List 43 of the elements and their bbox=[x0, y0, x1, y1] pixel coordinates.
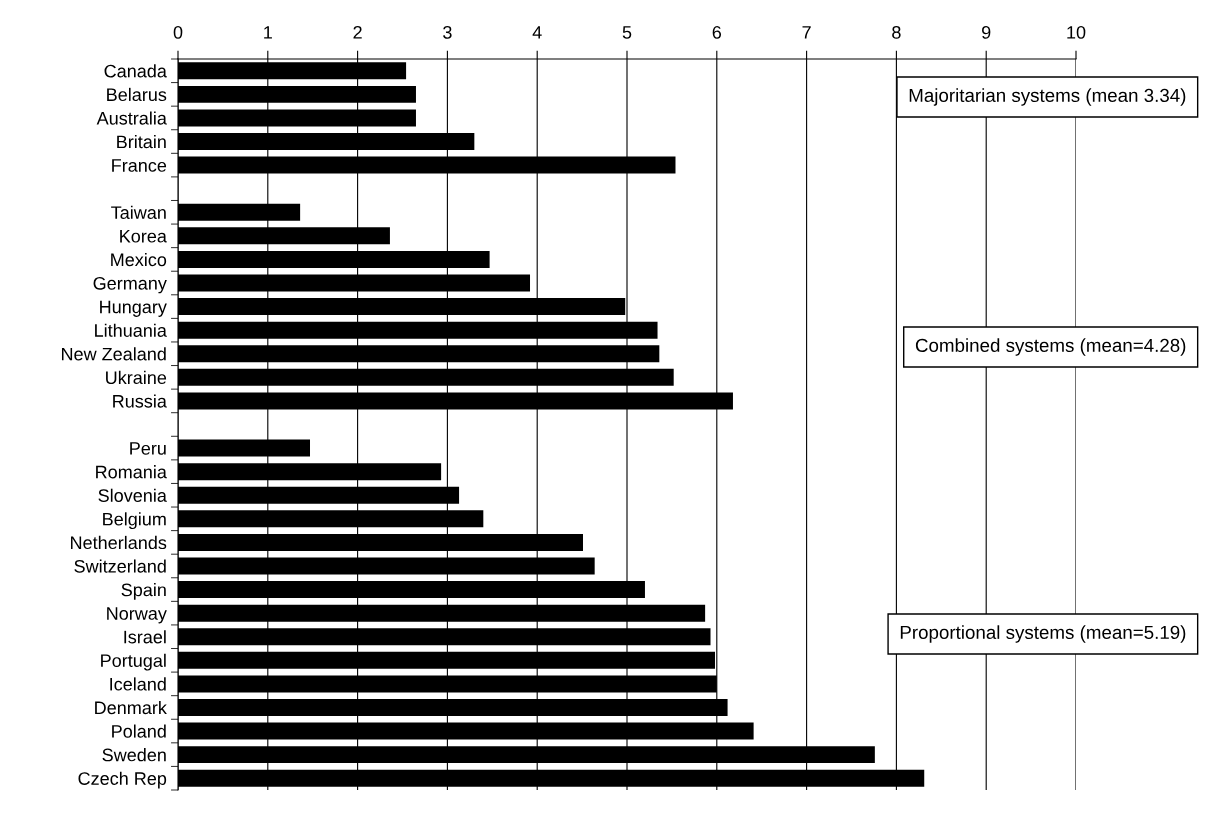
y-tick-label: Portugal bbox=[101, 653, 166, 671]
y-tick-label: Germany bbox=[93, 276, 167, 294]
x-tick-label: 0 bbox=[173, 25, 183, 39]
x-tick-label: 9 bbox=[982, 25, 991, 39]
annotation: Majoritarian systems (mean 3.34) bbox=[909, 88, 1186, 106]
y-tick-label: France bbox=[112, 159, 167, 172]
annotation: Proportional systems (mean=5.19) bbox=[900, 625, 1186, 643]
y-tick-label: Sweden bbox=[102, 748, 166, 762]
y-tick-label: Romania bbox=[96, 465, 167, 479]
y-tick-label: Iceland bbox=[110, 677, 166, 691]
annotation: Combined systems (mean=4.28) bbox=[915, 338, 1186, 356]
x-tick-label: 10 bbox=[1067, 25, 1086, 39]
x-tick-label: 8 bbox=[892, 25, 901, 39]
y-tick-label: Canada bbox=[104, 64, 167, 78]
y-tick-label: Denmark bbox=[95, 700, 167, 715]
y-tick-label: Slovenia bbox=[98, 488, 167, 502]
y-tick-label: Taiwan bbox=[111, 205, 166, 219]
y-tick-label: Ukraine bbox=[106, 370, 167, 385]
x-tick-label: 6 bbox=[712, 25, 722, 39]
x-tick-label: 7 bbox=[802, 26, 811, 39]
y-tick-label: Switzerland bbox=[74, 559, 166, 573]
x-tick-label: 5 bbox=[622, 26, 632, 39]
y-tick-label: Israel bbox=[124, 630, 166, 644]
y-tick-label: Belarus bbox=[107, 87, 167, 102]
x-tick-label: 4 bbox=[532, 26, 542, 39]
y-tick-label: Norway bbox=[107, 607, 167, 624]
y-tick-label: Korea bbox=[120, 229, 167, 243]
y-tick-label: Hungary bbox=[100, 300, 167, 317]
y-tick-label: Mexico bbox=[111, 252, 167, 267]
y-tick-label: Poland bbox=[112, 724, 166, 738]
y-tick-label: Peru bbox=[130, 442, 166, 455]
y-tick-label: Netherlands bbox=[71, 535, 167, 550]
y-tick-label: Russia bbox=[113, 394, 167, 408]
y-tick-label: Belgium bbox=[103, 512, 166, 530]
y-tick-label: Spain bbox=[121, 583, 166, 600]
y-tick-label: New Zealand bbox=[61, 347, 166, 361]
y-tick-label: Britain bbox=[117, 134, 166, 149]
y-tick-label: Australia bbox=[96, 111, 167, 125]
y-tick-label: Czech Rep bbox=[78, 771, 167, 789]
y-tick-label: Lithuania bbox=[95, 323, 167, 337]
x-tick-label: 2 bbox=[353, 25, 362, 39]
x-tick-label: 1 bbox=[264, 26, 272, 39]
x-tick-label: 3 bbox=[443, 25, 452, 39]
